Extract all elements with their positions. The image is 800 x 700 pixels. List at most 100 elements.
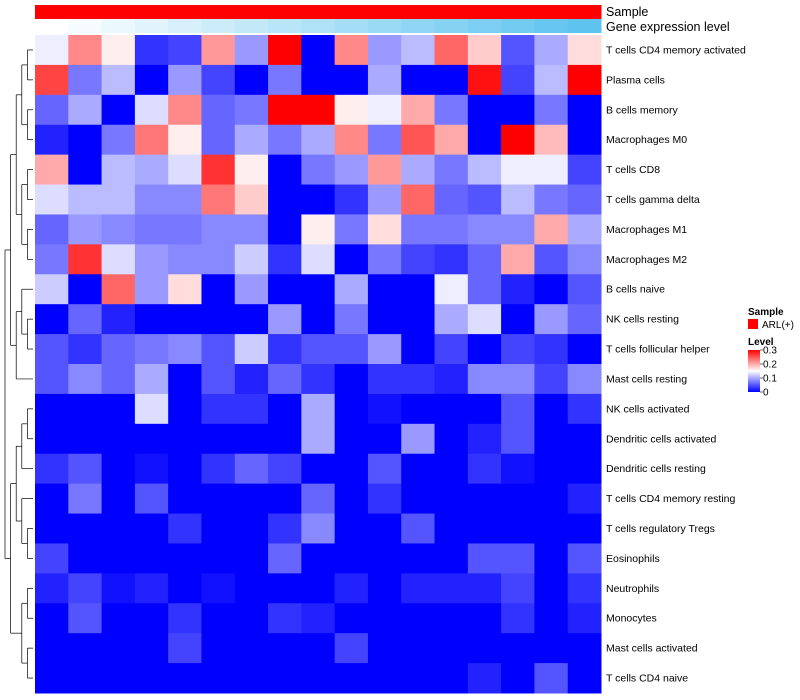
heatmap-cell bbox=[567, 124, 602, 156]
heatmap-cell bbox=[201, 483, 236, 515]
legend-tick-label: 0 bbox=[763, 388, 769, 399]
heatmap-cell bbox=[35, 274, 69, 305]
heatmap-cell bbox=[68, 35, 103, 66]
heatmap-cell bbox=[201, 453, 236, 485]
heatmap-cell bbox=[35, 543, 69, 574]
heatmap-cell bbox=[301, 154, 336, 186]
heatmap-cell bbox=[301, 94, 336, 126]
heatmap-cell bbox=[467, 663, 502, 694]
heatmap-cell bbox=[534, 513, 569, 544]
heatmap-cell bbox=[534, 154, 569, 186]
heatmap-cell bbox=[201, 633, 236, 664]
heatmap-cell bbox=[467, 364, 502, 395]
heatmap-cell bbox=[367, 603, 402, 634]
heatmap-cell bbox=[401, 274, 436, 305]
heatmap-cell bbox=[467, 573, 502, 604]
sample-annotation-cell bbox=[35, 5, 69, 19]
legend-tick-label: 0.1 bbox=[763, 374, 777, 385]
heatmap-cell bbox=[134, 603, 169, 634]
heatmap-cell bbox=[68, 633, 103, 664]
heatmap-cell bbox=[567, 543, 602, 574]
heatmap-cell bbox=[301, 453, 336, 485]
sample-annotation-cell bbox=[101, 5, 136, 19]
row-label: Macrophages M1 bbox=[606, 224, 687, 236]
heatmap-cell bbox=[134, 543, 169, 574]
heatmap-cell bbox=[334, 633, 369, 664]
heatmap-cell bbox=[567, 513, 602, 544]
heatmap-cell bbox=[367, 633, 402, 664]
heatmap-cell bbox=[367, 393, 402, 425]
heatmap-cell bbox=[301, 603, 336, 634]
heatmap-cell bbox=[334, 513, 369, 544]
heatmap-cell bbox=[134, 453, 169, 485]
row-label: Eosinophils bbox=[606, 553, 660, 565]
heatmap-cell bbox=[68, 453, 103, 485]
heatmap-cell bbox=[434, 513, 469, 544]
heatmap-cell bbox=[501, 393, 535, 425]
heatmap-cell bbox=[434, 334, 469, 365]
row-label: NK cells activated bbox=[606, 403, 690, 415]
heatmap-cell bbox=[201, 393, 236, 425]
heatmap-cell bbox=[101, 513, 136, 544]
heatmap-cell bbox=[234, 453, 269, 485]
sample-annotation-cell bbox=[534, 5, 569, 19]
heatmap-cell bbox=[68, 393, 103, 425]
heatmap-cell bbox=[268, 573, 302, 604]
heatmap-cell bbox=[367, 35, 402, 66]
heatmap-cell bbox=[567, 244, 602, 275]
heatmap-cell bbox=[434, 633, 469, 664]
heatmap-cell bbox=[234, 633, 269, 664]
heatmap-cell bbox=[534, 274, 569, 305]
heatmap-cell bbox=[334, 64, 369, 96]
heatmap-cell bbox=[101, 35, 136, 66]
legend-tick-label: 0.2 bbox=[763, 360, 777, 371]
heatmap-cell bbox=[68, 184, 103, 215]
heatmap-cell bbox=[567, 573, 602, 604]
heatmap-cell bbox=[201, 573, 236, 604]
heatmap-cell bbox=[334, 214, 369, 245]
expression-annotation-cell bbox=[567, 19, 602, 33]
expression-annotation-cell bbox=[301, 19, 336, 33]
heatmap-cell bbox=[401, 663, 436, 694]
heatmap-cell bbox=[68, 663, 103, 694]
heatmap-cell bbox=[268, 154, 302, 186]
heatmap-cell bbox=[301, 573, 336, 604]
heatmap-cell bbox=[101, 274, 136, 305]
heatmap-cell bbox=[234, 35, 269, 66]
row-label: Monocytes bbox=[606, 613, 657, 625]
heatmap-cell bbox=[268, 663, 302, 694]
heatmap-cell bbox=[567, 663, 602, 694]
heatmap-cell bbox=[101, 64, 136, 96]
heatmap-cell bbox=[68, 274, 103, 305]
heatmap-cell bbox=[534, 184, 569, 215]
heatmap-cell bbox=[434, 94, 469, 126]
heatmap-cell bbox=[101, 154, 136, 186]
heatmap-cell bbox=[567, 603, 602, 634]
heatmap-cell bbox=[201, 154, 236, 186]
heatmap-cell bbox=[467, 453, 502, 485]
heatmap-cell bbox=[534, 124, 569, 156]
expression-annotation-cell bbox=[467, 19, 502, 33]
heatmap-cell bbox=[268, 64, 302, 96]
heatmap-cell bbox=[168, 35, 202, 66]
heatmap-cell bbox=[301, 244, 336, 275]
heatmap-cell bbox=[401, 214, 436, 245]
heatmap-cell bbox=[234, 184, 269, 215]
heatmap-cell bbox=[534, 543, 569, 574]
heatmap-cell bbox=[268, 633, 302, 664]
sample-annotation-cell bbox=[467, 5, 502, 19]
heatmap-cell bbox=[534, 304, 569, 335]
heatmap-cell bbox=[534, 633, 569, 664]
heatmap-cell bbox=[168, 423, 202, 455]
legend-color-bar bbox=[748, 350, 760, 392]
sample-annotation-cell bbox=[367, 5, 402, 19]
row-label: B cells memory bbox=[606, 104, 679, 116]
heatmap-cell bbox=[201, 184, 236, 215]
heatmap-cell bbox=[401, 453, 436, 485]
heatmap-cell bbox=[334, 334, 369, 365]
heatmap-cell bbox=[168, 573, 202, 604]
heatmap-cell bbox=[501, 334, 535, 365]
legend-sample-entry: ARL(+) bbox=[762, 320, 794, 331]
sample-annotation-cell bbox=[68, 5, 103, 19]
heatmap-cell bbox=[268, 543, 302, 574]
